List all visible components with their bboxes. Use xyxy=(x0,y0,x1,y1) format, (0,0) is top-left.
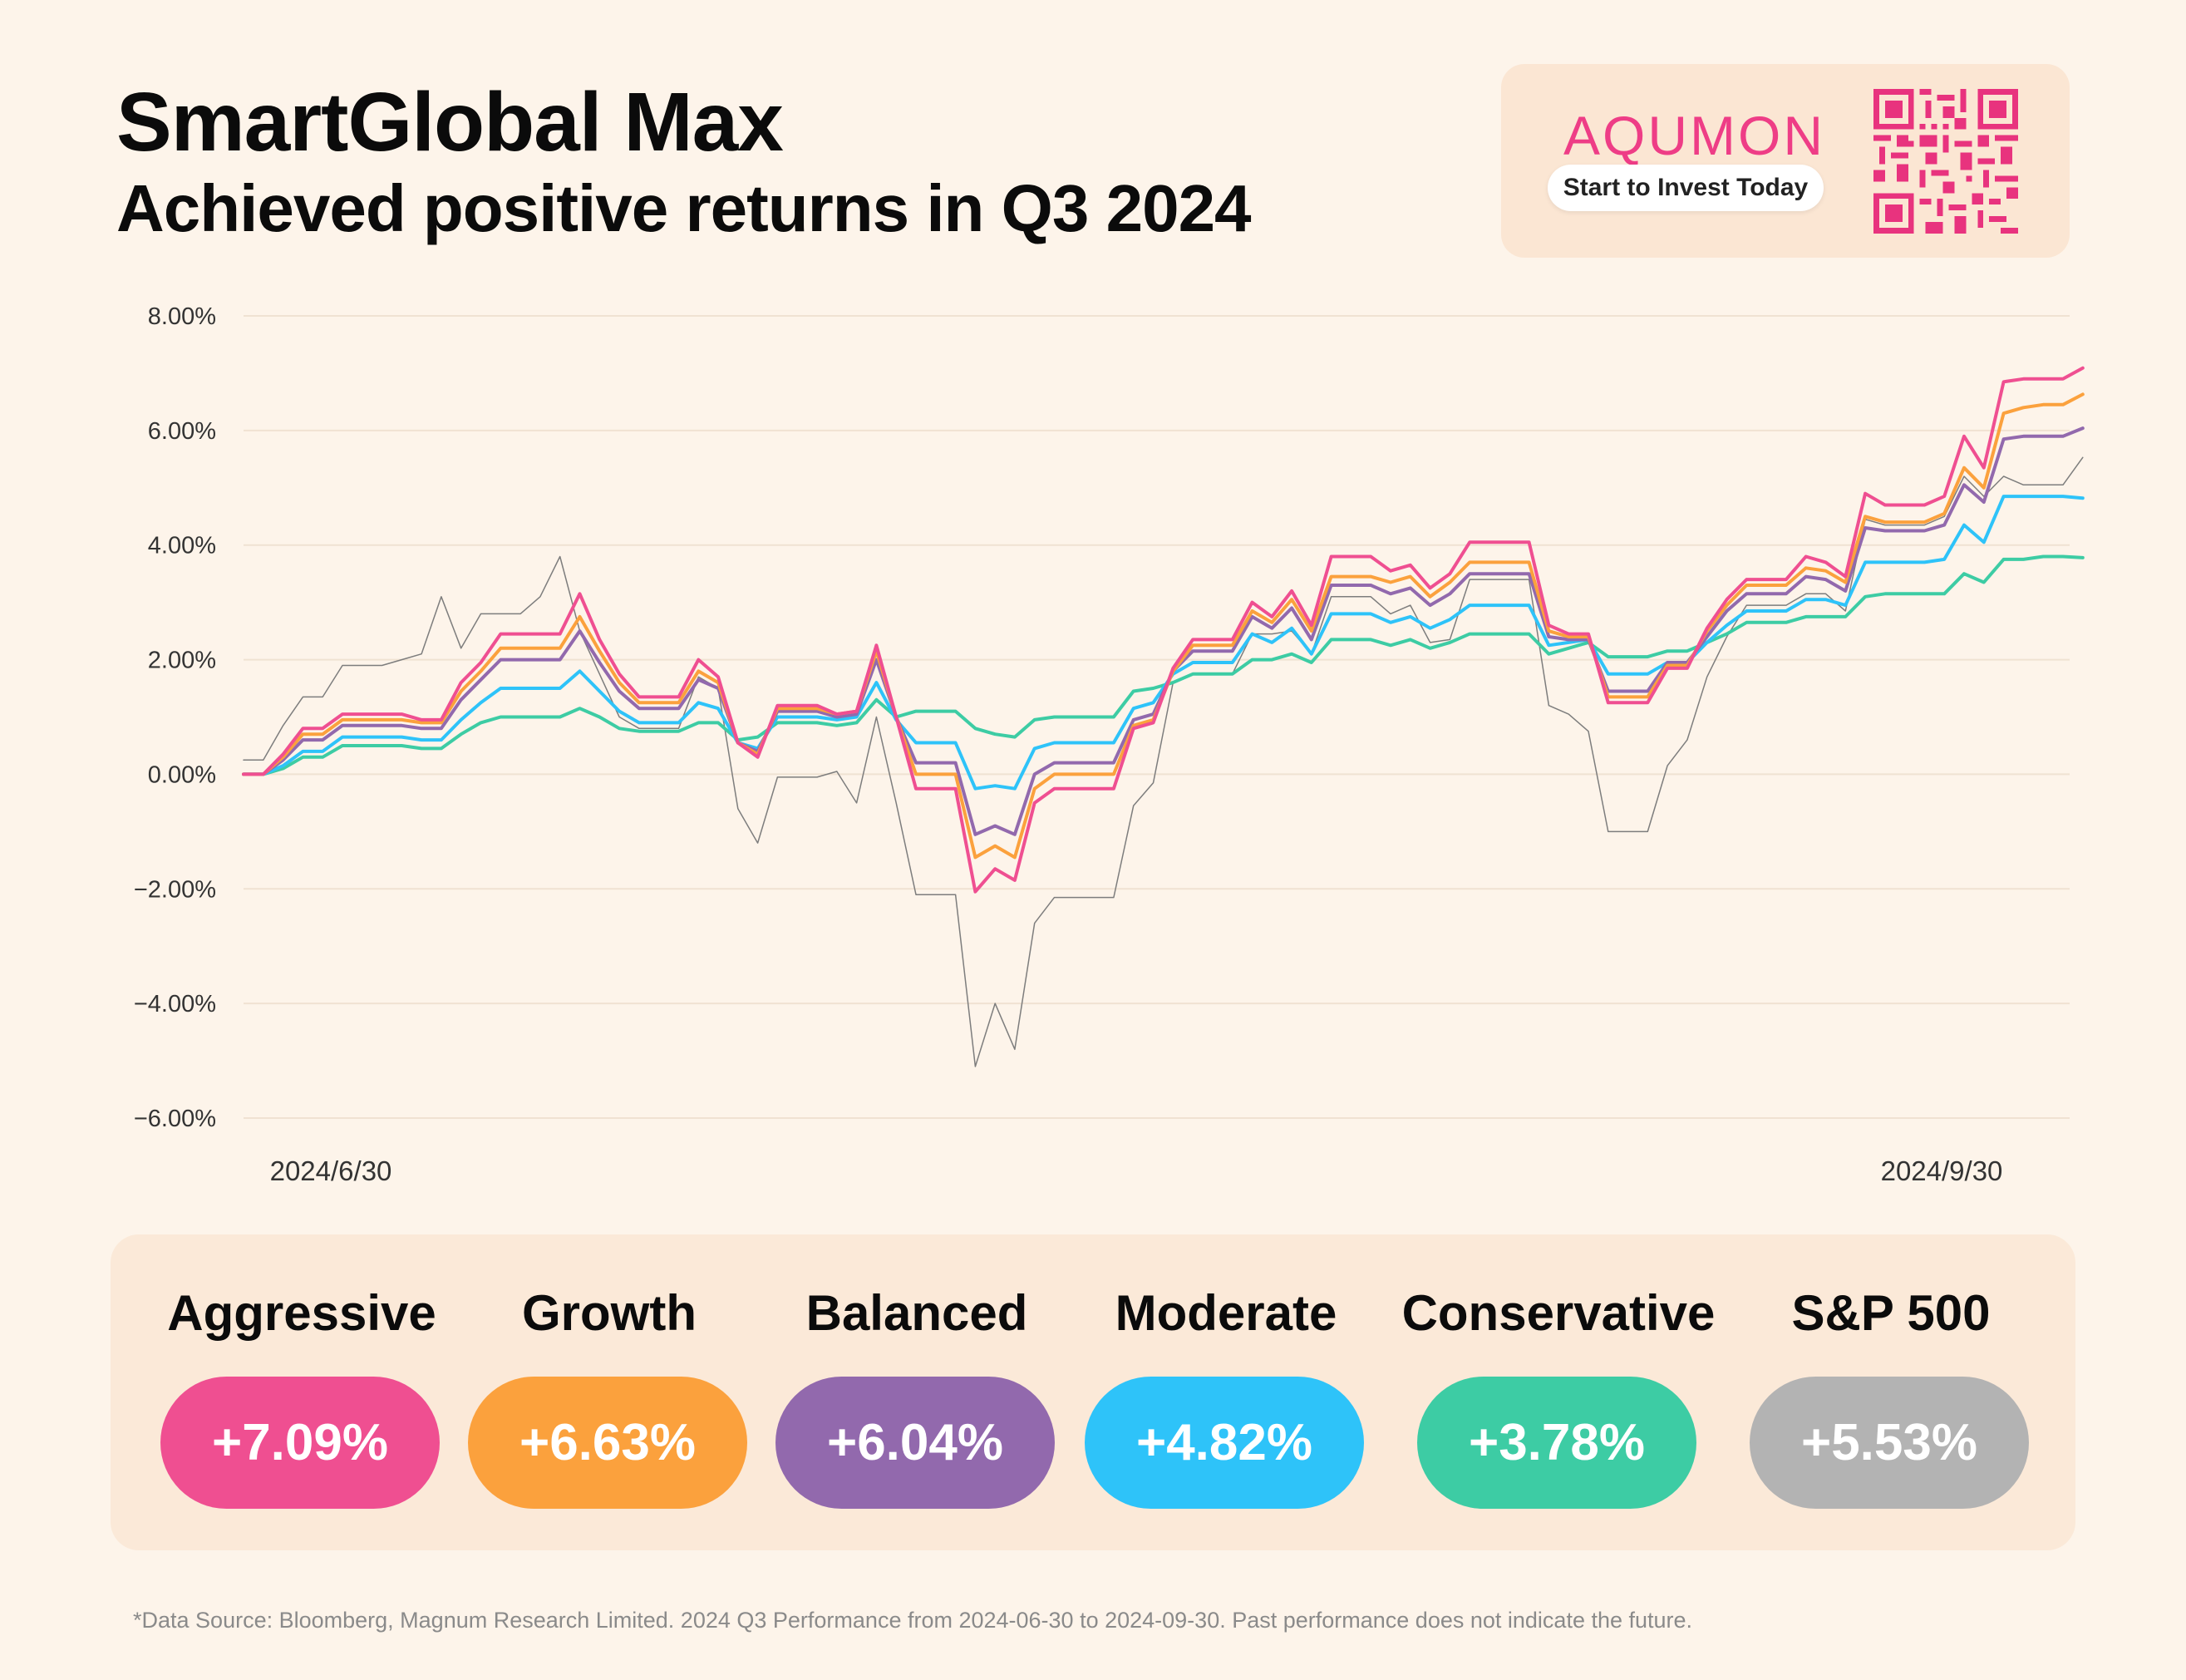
returns-summary-panel: Aggressive +7.09% Growth +6.63% Balanced… xyxy=(111,1234,2075,1550)
chart-subtitle: Achieved positive returns in Q3 2024 xyxy=(116,171,1252,245)
y-tick-label: 4.00% xyxy=(148,533,216,559)
y-axis-ticks: 8.00% 6.00% 4.00% 2.00% 0.00% −2.00% −4.00% −6.… xyxy=(134,303,216,1132)
stat-label: Balanced xyxy=(805,1285,1028,1341)
performance-line-chart: 8.00% 6.00% 4.00% 2.00% 0.00% −2.00% −4.00% −6.… xyxy=(134,303,2085,1186)
y-tick-label: 8.00% xyxy=(148,303,216,330)
stat-value-pill: +3.78% xyxy=(1417,1377,1696,1509)
y-tick-label: −2.00% xyxy=(134,876,216,903)
stat-label: Conservative xyxy=(1401,1285,1716,1341)
series-lines xyxy=(242,366,2085,1067)
x-tick-end: 2024/9/30 xyxy=(1881,1155,2003,1186)
series-line-growth xyxy=(242,392,2085,860)
chart-title: SmartGlobal Max xyxy=(116,76,784,169)
promo-card[interactable]: AQUMON Start to Invest Today xyxy=(1501,64,2070,258)
start-investing-button[interactable]: Start to Invest Today xyxy=(1548,165,1824,211)
series-line-conservative xyxy=(242,554,2085,776)
series-line-sp500 xyxy=(243,456,2084,1067)
stat-value-pill: +5.53% xyxy=(1750,1377,2029,1509)
stat-label: Growth xyxy=(522,1285,697,1341)
stat-value-pill: +6.63% xyxy=(468,1377,747,1509)
y-tick-label: −6.00% xyxy=(134,1106,216,1132)
y-tick-label: −4.00% xyxy=(134,991,216,1017)
data-source-footnote: *Data Source: Bloomberg, Magnum Research… xyxy=(133,1608,1693,1633)
stat-label: Aggressive xyxy=(167,1285,436,1341)
stat-label: S&P 500 xyxy=(1791,1285,1991,1341)
qr-code-icon[interactable] xyxy=(1873,89,2018,234)
brand-logo[interactable]: AQUMON xyxy=(1563,105,1825,166)
series-line-moderate xyxy=(242,495,2085,791)
series-line-aggressive xyxy=(242,366,2085,894)
y-tick-label: 2.00% xyxy=(148,648,216,674)
y-tick-label: 0.00% xyxy=(148,761,216,788)
stat-value-pill: +6.04% xyxy=(775,1377,1055,1509)
stat-value-pill: +7.09% xyxy=(160,1377,440,1509)
stat-label: Moderate xyxy=(1115,1285,1337,1341)
x-tick-start: 2024/6/30 xyxy=(270,1155,392,1186)
y-tick-label: 6.00% xyxy=(148,418,216,445)
stat-value-pill: +4.82% xyxy=(1085,1377,1364,1509)
